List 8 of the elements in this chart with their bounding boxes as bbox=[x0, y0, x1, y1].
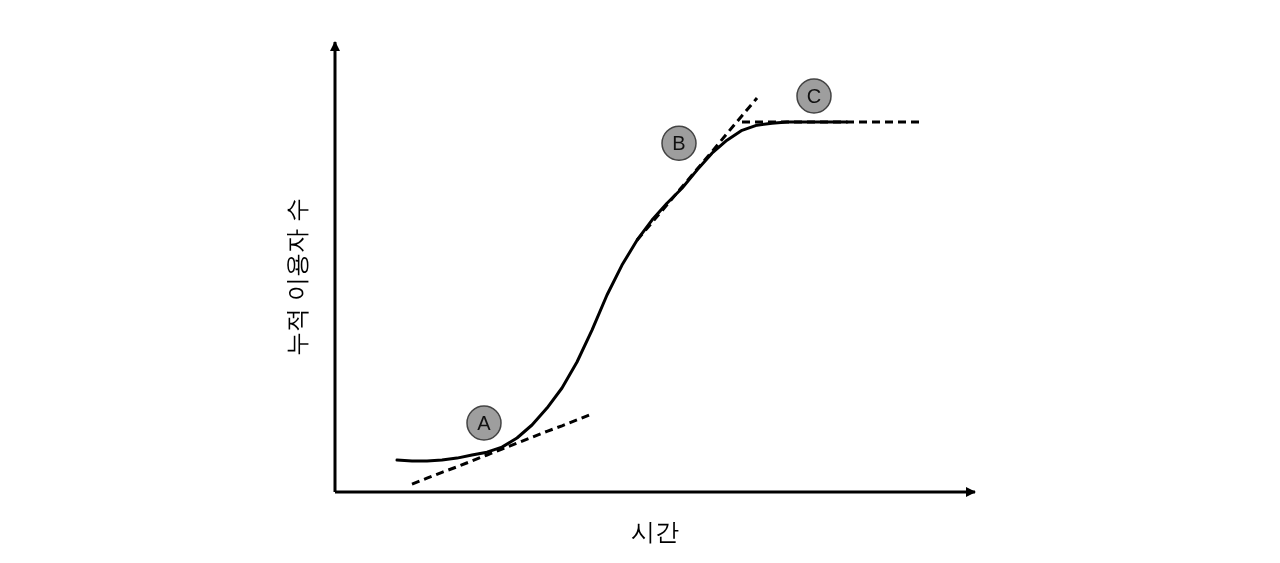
annotation: B bbox=[672, 132, 686, 155]
annotation: A bbox=[466, 405, 502, 441]
annotation: C bbox=[796, 78, 832, 114]
annotation: C bbox=[806, 85, 822, 108]
y-axis-title: 누적 이용자 수 bbox=[283, 198, 310, 356]
annotation: B bbox=[661, 125, 697, 162]
annotation: A bbox=[477, 412, 492, 435]
x-axis-title: 시간 bbox=[631, 518, 679, 545]
